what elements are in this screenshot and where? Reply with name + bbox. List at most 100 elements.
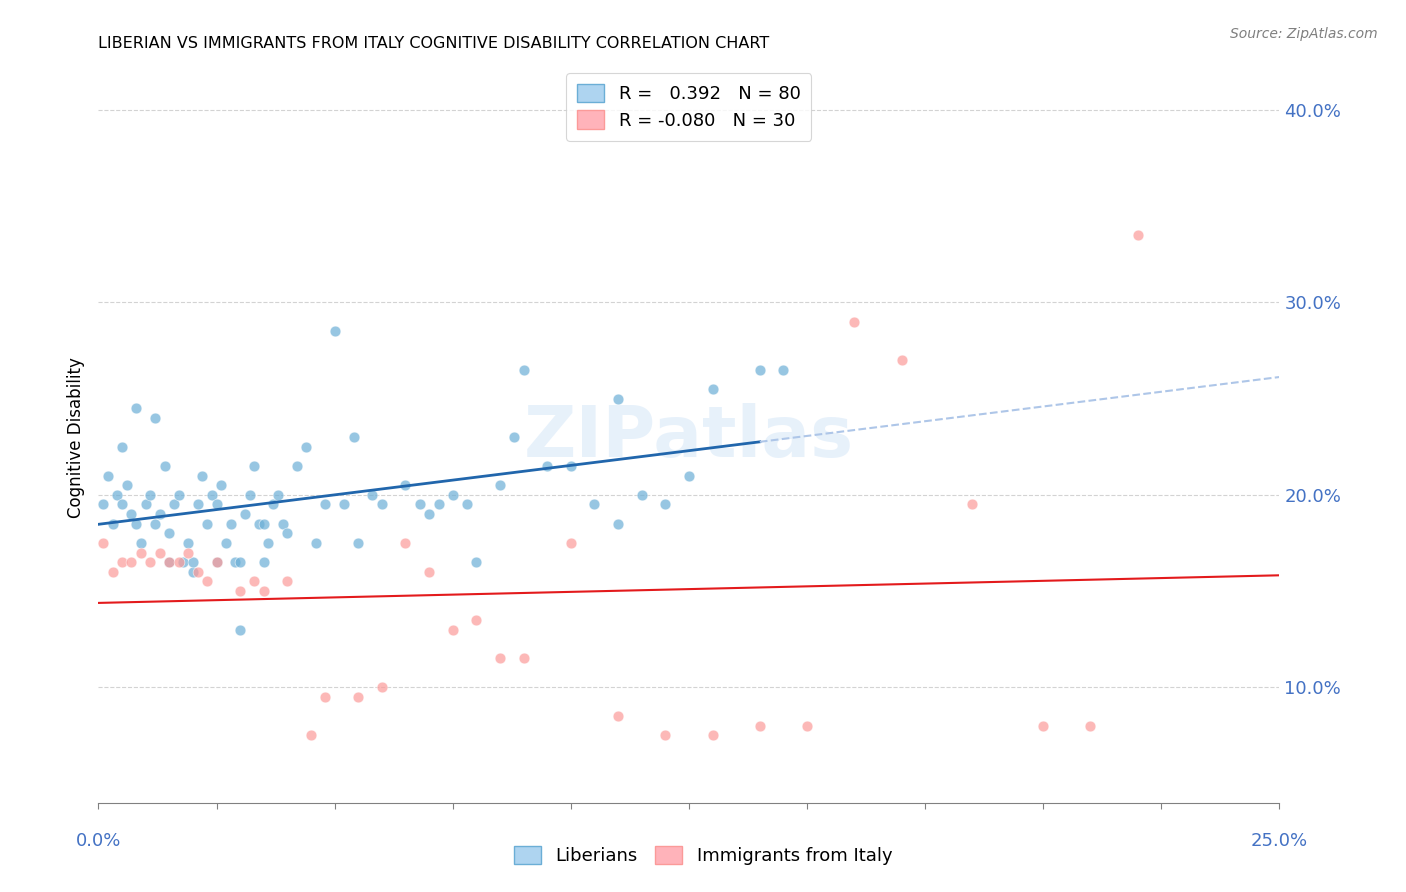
Point bbox=[347, 690, 370, 704]
Point bbox=[143, 410, 166, 425]
Point bbox=[305, 536, 328, 550]
Point bbox=[607, 709, 630, 723]
Point bbox=[441, 623, 464, 637]
Point bbox=[111, 440, 134, 454]
Point bbox=[163, 498, 186, 512]
Point bbox=[224, 555, 246, 569]
Point bbox=[512, 362, 534, 376]
Point bbox=[111, 555, 134, 569]
Point bbox=[97, 468, 120, 483]
Point bbox=[503, 430, 526, 444]
Point bbox=[489, 651, 512, 665]
Point bbox=[489, 478, 512, 492]
Point bbox=[191, 468, 214, 483]
Point bbox=[276, 526, 298, 541]
Point bbox=[229, 555, 252, 569]
Point bbox=[748, 719, 770, 733]
Point bbox=[772, 362, 794, 376]
Point bbox=[157, 526, 180, 541]
Point bbox=[427, 498, 450, 512]
Point bbox=[129, 536, 152, 550]
Point bbox=[560, 536, 582, 550]
Point bbox=[219, 516, 242, 531]
Point bbox=[139, 555, 162, 569]
Point bbox=[229, 584, 252, 599]
Y-axis label: Cognitive Disability: Cognitive Disability bbox=[66, 357, 84, 517]
Point bbox=[678, 468, 700, 483]
Point bbox=[465, 555, 488, 569]
Point bbox=[654, 498, 676, 512]
Point bbox=[195, 516, 218, 531]
Point bbox=[157, 555, 180, 569]
Point bbox=[418, 507, 440, 521]
Point bbox=[181, 555, 204, 569]
Point bbox=[271, 516, 294, 531]
Point bbox=[512, 651, 534, 665]
Point bbox=[172, 555, 194, 569]
Legend: R =   0.392   N = 80, R = -0.080   N = 30: R = 0.392 N = 80, R = -0.080 N = 30 bbox=[567, 73, 811, 141]
Point bbox=[702, 382, 724, 396]
Text: ZIPatlas: ZIPatlas bbox=[524, 402, 853, 472]
Point bbox=[177, 545, 200, 559]
Point bbox=[111, 498, 134, 512]
Point bbox=[702, 728, 724, 742]
Text: Source: ZipAtlas.com: Source: ZipAtlas.com bbox=[1230, 27, 1378, 41]
Point bbox=[253, 516, 276, 531]
Point bbox=[583, 498, 606, 512]
Point bbox=[135, 498, 157, 512]
Point bbox=[205, 555, 228, 569]
Point bbox=[125, 401, 148, 416]
Point bbox=[209, 478, 232, 492]
Point bbox=[205, 555, 228, 569]
Point bbox=[139, 488, 162, 502]
Text: 25.0%: 25.0% bbox=[1251, 832, 1308, 850]
Point bbox=[243, 458, 266, 473]
Point bbox=[962, 498, 984, 512]
Point bbox=[394, 536, 416, 550]
Point bbox=[1126, 227, 1149, 242]
Legend: Liberians, Immigrants from Italy: Liberians, Immigrants from Italy bbox=[505, 837, 901, 874]
Point bbox=[607, 392, 630, 406]
Point bbox=[456, 498, 478, 512]
Point bbox=[253, 555, 276, 569]
Point bbox=[361, 488, 384, 502]
Point bbox=[149, 507, 172, 521]
Point bbox=[153, 458, 176, 473]
Point bbox=[143, 516, 166, 531]
Point bbox=[101, 565, 124, 579]
Point bbox=[323, 324, 346, 338]
Point bbox=[195, 574, 218, 589]
Point bbox=[796, 719, 818, 733]
Point bbox=[149, 545, 172, 559]
Point bbox=[295, 440, 318, 454]
Point bbox=[239, 488, 262, 502]
Point bbox=[215, 536, 238, 550]
Point bbox=[129, 545, 152, 559]
Point bbox=[177, 536, 200, 550]
Point bbox=[125, 516, 148, 531]
Point bbox=[187, 565, 209, 579]
Text: LIBERIAN VS IMMIGRANTS FROM ITALY COGNITIVE DISABILITY CORRELATION CHART: LIBERIAN VS IMMIGRANTS FROM ITALY COGNIT… bbox=[98, 36, 769, 51]
Point bbox=[276, 574, 298, 589]
Point bbox=[229, 623, 252, 637]
Point bbox=[1080, 719, 1102, 733]
Point bbox=[101, 516, 124, 531]
Point bbox=[205, 498, 228, 512]
Point bbox=[267, 488, 290, 502]
Point bbox=[167, 555, 190, 569]
Point bbox=[748, 362, 770, 376]
Point bbox=[342, 430, 364, 444]
Point bbox=[394, 478, 416, 492]
Point bbox=[121, 507, 143, 521]
Point bbox=[299, 728, 322, 742]
Point bbox=[630, 488, 652, 502]
Text: 0.0%: 0.0% bbox=[76, 832, 121, 850]
Point bbox=[465, 613, 488, 627]
Point bbox=[536, 458, 558, 473]
Point bbox=[121, 555, 143, 569]
Point bbox=[347, 536, 370, 550]
Point bbox=[418, 565, 440, 579]
Point bbox=[187, 498, 209, 512]
Point bbox=[181, 565, 204, 579]
Point bbox=[314, 498, 336, 512]
